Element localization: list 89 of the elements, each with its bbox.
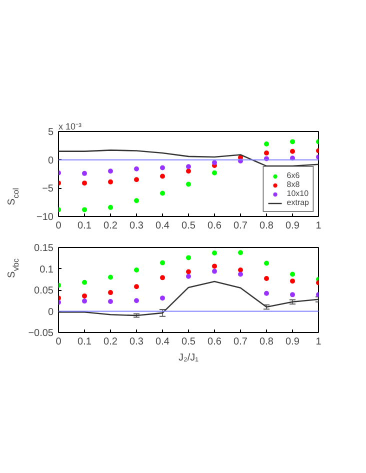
point [290, 272, 295, 277]
point [290, 148, 295, 154]
point [108, 274, 113, 280]
point [134, 177, 139, 182]
x-tick-label: 0.2 [104, 220, 118, 232]
x-tick-label: 0.1 [78, 336, 92, 348]
point [82, 170, 87, 176]
point [134, 198, 139, 204]
point [186, 182, 191, 187]
point [108, 290, 113, 296]
y-tick-label: −0.05 [28, 328, 54, 339]
point [82, 207, 87, 212]
x-tick-label: 0.2 [104, 336, 118, 348]
point [186, 274, 191, 279]
point [186, 168, 191, 174]
point [82, 298, 87, 304]
y-tick-label: 0.15 [34, 243, 54, 254]
x-tick-label: 0.3 [130, 220, 144, 232]
x-tick-label: 0 [56, 336, 62, 348]
point [186, 164, 191, 170]
y-tick-label: 0 [48, 155, 54, 166]
point [264, 260, 269, 266]
point [160, 260, 165, 266]
point [212, 250, 217, 256]
x-tick-label: 0.4 [156, 336, 170, 348]
y-axis-title: Scol [6, 188, 20, 206]
point [238, 268, 243, 273]
point [134, 268, 139, 273]
x-tick-label: 0.9 [286, 336, 300, 348]
point [290, 139, 295, 144]
point [186, 269, 191, 274]
point [82, 180, 87, 186]
point [264, 276, 269, 282]
text: x 10⁻³ [58, 122, 82, 132]
x-tick-label: 0.9 [286, 220, 300, 232]
x-tick-label: 0.7 [234, 336, 248, 348]
x-tick-label: 0.3 [130, 336, 144, 348]
point [160, 165, 165, 170]
x-tick-label: 0.8 [260, 220, 274, 232]
point [108, 298, 113, 304]
y-tick-label: 0.1 [40, 264, 54, 276]
x-tick-label: 0.4 [156, 220, 170, 232]
point [212, 160, 217, 166]
x-tick-label: 0.5 [182, 336, 196, 348]
point [160, 275, 165, 280]
y-axis-title: Svbc [6, 258, 20, 278]
x-tick-label: 0.7 [234, 220, 248, 232]
y-tick-label: −10 [36, 212, 54, 223]
legend-label: 10x10 [286, 189, 309, 198]
legend-label: 8x8 [286, 180, 301, 189]
point [82, 280, 87, 285]
point [160, 174, 165, 179]
point [108, 204, 113, 210]
point [108, 179, 113, 184]
point [264, 141, 269, 146]
point [212, 264, 217, 269]
point [212, 170, 217, 176]
y-tick-label: 0 [48, 306, 54, 318]
x-tick-label: 0.1 [78, 220, 92, 232]
x-tick-label: 1 [316, 220, 322, 232]
x-tick-label: 0.6 [208, 336, 222, 348]
point [264, 290, 269, 296]
point [134, 166, 139, 172]
point [264, 150, 269, 156]
point [238, 250, 243, 256]
y-tick-label: 5 [48, 127, 54, 138]
x-tick-label: 0.5 [182, 220, 196, 232]
point [290, 292, 295, 298]
point [108, 168, 113, 174]
point [290, 278, 295, 284]
point [160, 296, 165, 301]
point [134, 284, 139, 290]
x-tick-label: 1 [316, 336, 322, 348]
x-tick-label: 0 [56, 220, 62, 232]
y-tick-label: 0.05 [34, 286, 54, 296]
x-tick-label: 0.8 [260, 336, 274, 348]
point [238, 272, 243, 277]
point [160, 190, 165, 196]
y-tick-label: −5 [42, 184, 54, 195]
legend-label: 6x6 [286, 171, 301, 180]
point [134, 298, 139, 304]
point [186, 255, 191, 260]
legend-label: extrap [286, 198, 309, 207]
point [212, 268, 217, 274]
point [82, 293, 87, 298]
line-series [58, 150, 318, 167]
x-tick-label: 0.6 [208, 220, 222, 232]
x-axis-title: J₂/J₁ [178, 352, 200, 364]
line-series [58, 280, 318, 316]
